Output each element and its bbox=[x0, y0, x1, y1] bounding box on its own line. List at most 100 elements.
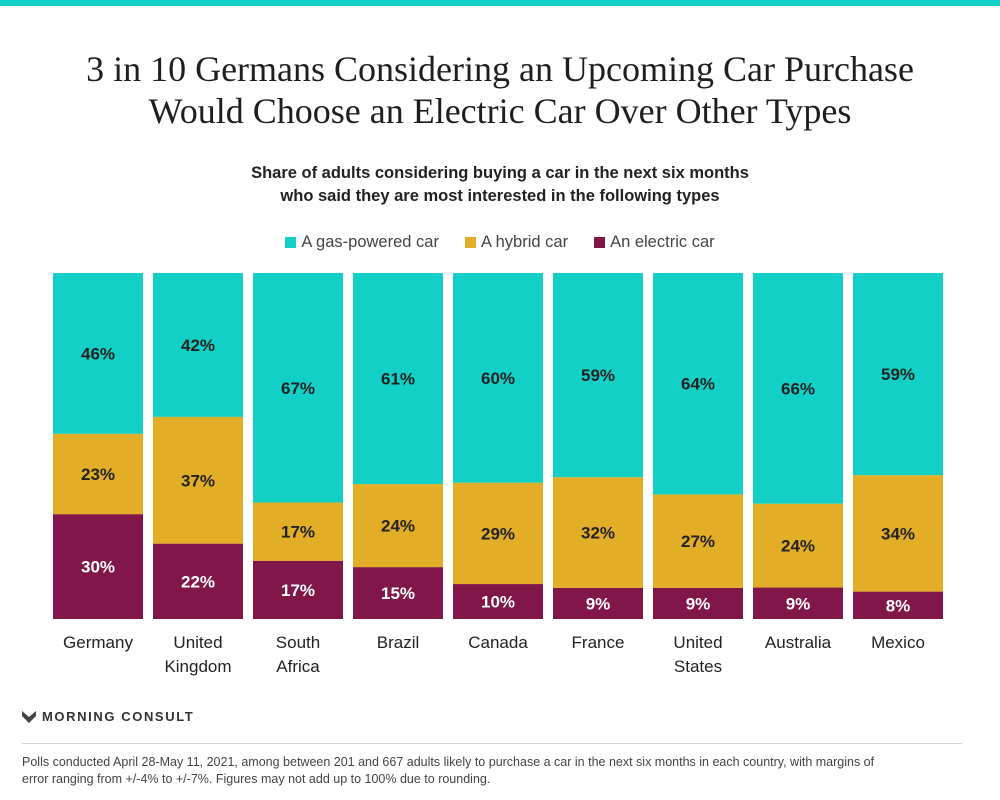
bar-segment-hybrid bbox=[153, 416, 243, 544]
legend-label-electric: An electric car bbox=[610, 232, 715, 251]
brand-logo: MORNING CONSULT bbox=[22, 709, 194, 724]
data-label-hybrid: 24% bbox=[781, 537, 815, 556]
data-label-electric: 22% bbox=[181, 572, 215, 591]
bar-segment-hybrid bbox=[753, 503, 843, 588]
bar-segment-electric bbox=[353, 567, 443, 619]
footnote-line-2: error ranging from +/-4% to +/-7%. Figur… bbox=[22, 772, 491, 786]
bar-group: 9% 24% 66% bbox=[753, 273, 843, 619]
legend-label-hybrid: A hybrid car bbox=[480, 232, 569, 251]
bar-group: 9% 32% 59% bbox=[553, 273, 643, 619]
chart-subtitle: Share of adults considering buying a car… bbox=[0, 162, 1000, 208]
top-accent-rule bbox=[0, 0, 1000, 6]
bar-segment-electric bbox=[153, 543, 243, 619]
bar-group: 15% 24% 61% bbox=[353, 273, 443, 619]
category-label-line: France bbox=[572, 633, 625, 652]
bar-segment-electric bbox=[653, 587, 743, 619]
data-label-gas: 64% bbox=[681, 375, 715, 394]
data-label-gas: 42% bbox=[181, 336, 215, 355]
data-label-gas: 67% bbox=[281, 379, 315, 398]
footnote: Polls conducted April 28-May 11, 2021, a… bbox=[22, 754, 972, 788]
footnote-line-1: Polls conducted April 28-May 11, 2021, a… bbox=[22, 755, 875, 769]
legend-swatch-electric bbox=[594, 236, 606, 248]
legend-item-gas: A gas-powered car bbox=[285, 233, 439, 252]
bar-group: 8% 34% 59% bbox=[853, 273, 943, 619]
bar-segment-gas bbox=[453, 273, 543, 483]
bar-segment-gas bbox=[853, 273, 943, 476]
bar-group: 10% 29% 60% bbox=[453, 273, 543, 619]
data-label-gas: 46% bbox=[81, 344, 115, 363]
data-label-hybrid: 27% bbox=[681, 532, 715, 551]
bar-segment-electric bbox=[753, 587, 843, 619]
bar-segment-gas bbox=[253, 273, 343, 503]
bar-segment-electric bbox=[53, 514, 143, 619]
bar-segment-gas bbox=[653, 273, 743, 495]
data-label-hybrid: 32% bbox=[581, 524, 615, 543]
bar-segment-hybrid bbox=[353, 484, 443, 568]
data-label-hybrid: 24% bbox=[381, 517, 415, 536]
bar-segment-gas bbox=[353, 273, 443, 485]
category-label-line: Brazil bbox=[377, 633, 420, 652]
legend-label-gas: A gas-powered car bbox=[301, 232, 439, 251]
brand-name: MORNING CONSULT bbox=[42, 709, 195, 724]
category-label-line: Africa bbox=[276, 657, 320, 676]
data-label-gas: 66% bbox=[781, 379, 815, 398]
chart-title-line-2: Would Choose an Electric Car Over Other … bbox=[148, 91, 852, 131]
category-label-line: Kingdom bbox=[164, 657, 231, 676]
data-label-gas: 59% bbox=[581, 366, 615, 385]
bar-segment-electric bbox=[553, 587, 643, 619]
legend-swatch-gas bbox=[285, 236, 297, 248]
bar-segment-electric bbox=[453, 584, 543, 619]
bar-group: 22% 37% 42% bbox=[153, 273, 243, 619]
bar-segment-gas bbox=[153, 273, 243, 417]
bar-group: 17% 17% 67% bbox=[253, 273, 343, 619]
bar-group: 30% 23% 46% bbox=[53, 273, 143, 619]
bar-segment-hybrid bbox=[653, 494, 743, 588]
category-label: Australia bbox=[765, 633, 832, 652]
bar-segment-hybrid bbox=[453, 482, 543, 585]
bar-segment-hybrid bbox=[253, 502, 343, 561]
data-label-gas: 61% bbox=[381, 370, 415, 389]
data-label-hybrid: 34% bbox=[881, 524, 915, 543]
category-label: United Kingdom bbox=[164, 633, 231, 676]
chart-subtitle-line-1: Share of adults considering buying a car… bbox=[251, 164, 749, 182]
category-label-line: South bbox=[276, 633, 320, 652]
legend-item-electric: An electric car bbox=[594, 233, 715, 252]
category-label-line: Australia bbox=[765, 633, 832, 652]
data-label-hybrid: 37% bbox=[181, 471, 215, 490]
morning-consult-logo-icon bbox=[22, 710, 36, 723]
legend-swatch-hybrid bbox=[464, 236, 476, 248]
category-label-line: Mexico bbox=[871, 633, 925, 652]
category-label: Mexico bbox=[871, 633, 925, 652]
bar-segment-gas bbox=[753, 273, 843, 504]
bar-group: 9% 27% 64% bbox=[653, 273, 743, 619]
data-label-electric: 30% bbox=[81, 558, 115, 577]
legend-item-hybrid: A hybrid car bbox=[464, 232, 569, 252]
data-label-electric: 9% bbox=[786, 594, 811, 613]
bar-segment-electric bbox=[853, 591, 943, 619]
category-label: Brazil bbox=[377, 633, 420, 652]
data-label-hybrid: 29% bbox=[481, 524, 515, 543]
category-label-line: Germany bbox=[63, 633, 133, 652]
chart-subtitle-line-2: who said they are most interested in the… bbox=[280, 187, 720, 205]
category-label-line: United bbox=[673, 633, 722, 652]
bar-segment-gas bbox=[53, 273, 143, 434]
data-label-gas: 60% bbox=[481, 369, 515, 388]
data-label-hybrid: 23% bbox=[81, 465, 115, 484]
data-label-gas: 59% bbox=[881, 365, 915, 384]
category-label-line: Canada bbox=[468, 633, 528, 652]
category-label: South Africa bbox=[276, 633, 320, 676]
chart-legend: A gas-powered car A hybrid car An electr… bbox=[0, 231, 1000, 253]
stacked-bar-chart: 30% 23% 46% Germany 22% 37% 42% United Kingdom 17… bbox=[53, 273, 943, 676]
category-label-line: States bbox=[674, 657, 722, 676]
bar-segment-hybrid bbox=[553, 477, 643, 588]
data-label-electric: 10% bbox=[481, 593, 515, 612]
data-label-electric: 17% bbox=[281, 581, 315, 600]
data-label-hybrid: 17% bbox=[281, 523, 315, 542]
bar-segment-gas bbox=[553, 273, 643, 478]
footer-divider bbox=[22, 743, 962, 744]
chart-title: 3 in 10 Germans Considering an Upcoming … bbox=[0, 48, 1000, 132]
bar-segment-electric bbox=[253, 560, 343, 619]
chart-title-line-1: 3 in 10 Germans Considering an Upcoming … bbox=[86, 49, 914, 89]
bar-segment-hybrid bbox=[53, 433, 143, 515]
category-label: United States bbox=[673, 633, 722, 676]
